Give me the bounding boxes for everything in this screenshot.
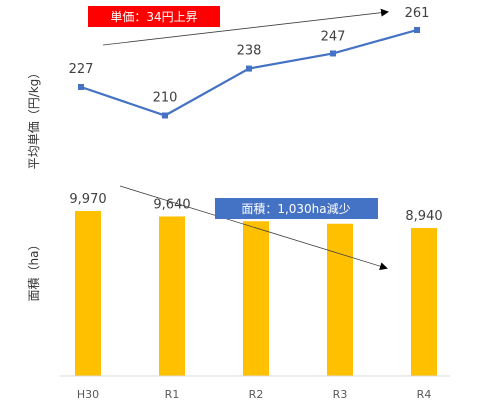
price-value-label-R2: 238 (237, 44, 262, 59)
x-tick-label-R4: R4 (417, 388, 432, 401)
price-value-label-H30: 227 (69, 62, 94, 77)
bar-R2 (243, 221, 269, 376)
bar-value-label-R1: 9,640 (153, 197, 190, 212)
price-line-series: 227 210 238 247 261 (69, 6, 430, 119)
area-axis-title: 面積（ha） (26, 239, 41, 302)
bar-R1 (159, 216, 185, 376)
x-axis-ticks: H30 R1 R2 R3 R4 (77, 388, 431, 401)
bar-R4 (411, 228, 437, 376)
x-tick-label-R3: R3 (333, 388, 348, 401)
price-value-label-R4: 261 (405, 6, 430, 21)
bar-value-label-H30: 9,970 (69, 192, 106, 207)
x-tick-label-H30: H30 (77, 388, 99, 401)
price-annotation-text: 単価：34円上昇 (110, 10, 197, 24)
price-annotation-box (88, 6, 220, 27)
area-trend-arrow (119, 185, 388, 271)
area-annotation-text: 面積：1,030ha減少 (241, 201, 350, 216)
x-tick-label-R1: R1 (165, 388, 180, 401)
price-value-label-R1: 210 (153, 91, 178, 106)
price-point-H30 (78, 84, 84, 90)
price-point-R1 (162, 112, 168, 119)
price-axis-title: 平均単価（円/kg） (27, 67, 41, 170)
area-annotation-box (215, 198, 378, 219)
bar-value-label-R4: 8,940 (405, 209, 442, 224)
price-point-R3 (330, 50, 336, 57)
bar-R3 (327, 223, 353, 376)
price-point-R4 (414, 27, 420, 33)
price-value-label-R3: 247 (321, 29, 346, 44)
price-trend-arrow (102, 8, 389, 46)
x-tick-label-R2: R2 (249, 388, 264, 401)
price-point-R2 (246, 65, 252, 72)
bar-H30 (75, 211, 101, 376)
